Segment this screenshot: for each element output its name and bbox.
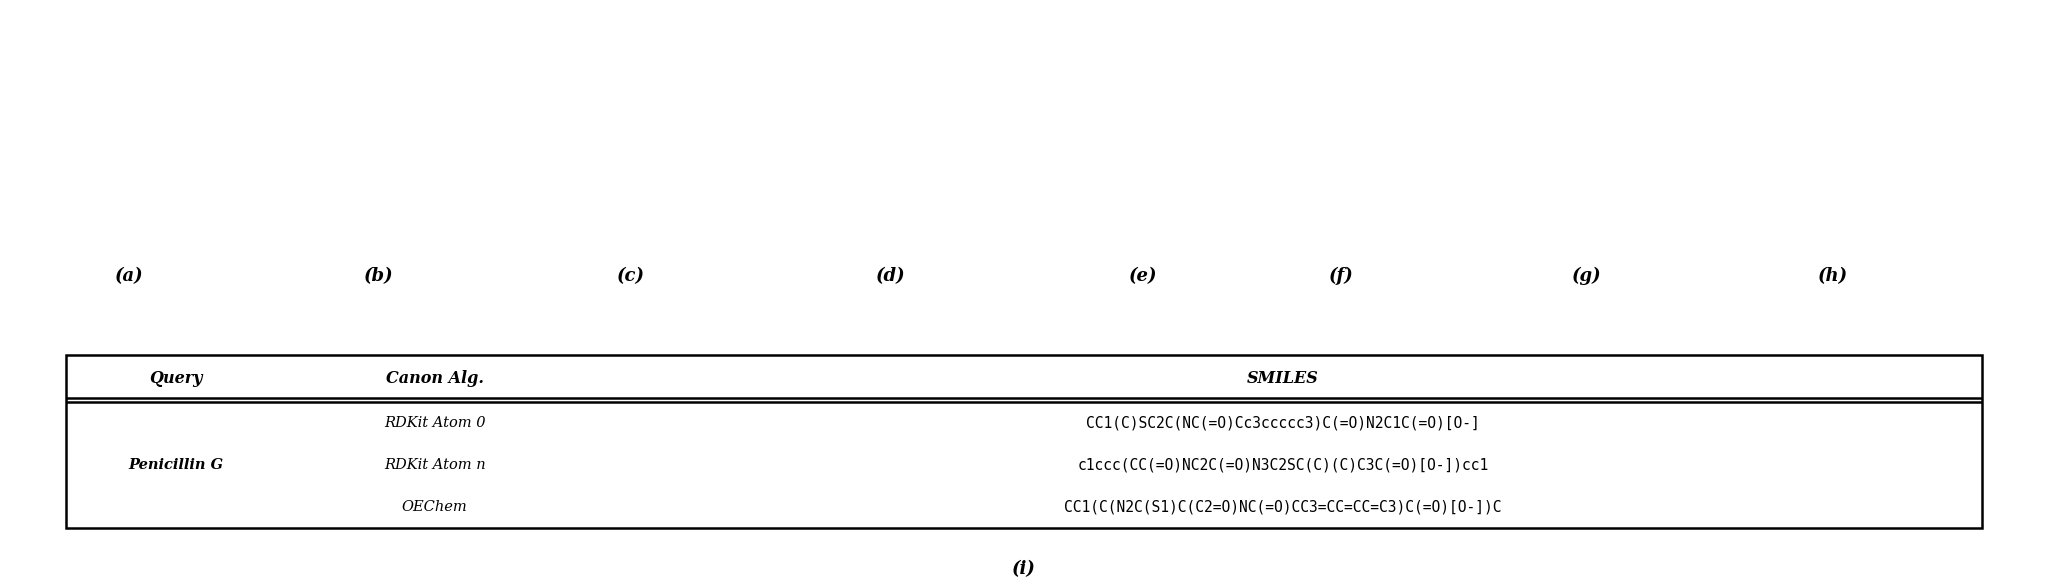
Text: CC1(C)SC2C(NC(=O)Cc3ccccc3)C(=O)N2C1C(=O)[O-]: CC1(C)SC2C(NC(=O)Cc3ccccc3)C(=O)N2C1C(=O… [1085,416,1479,430]
Text: (a): (a) [115,267,143,285]
Text: (i): (i) [1012,561,1036,578]
Text: (h): (h) [1819,267,1847,285]
Text: RDKit Atom n: RDKit Atom n [383,458,485,472]
Text: SMILES: SMILES [1247,370,1319,387]
Text: CC1(C(N2C(S1)C(C2=O)NC(=O)CC3=CC=CC=C3)C(=O)[O-])C: CC1(C(N2C(S1)C(C2=O)NC(=O)CC3=CC=CC=C3)C… [1065,500,1501,515]
Text: (g): (g) [1573,266,1602,285]
Text: Penicillin G: Penicillin G [129,458,223,472]
Text: (b): (b) [365,267,393,285]
Text: (e): (e) [1128,267,1157,285]
Text: (c): (c) [616,267,645,285]
Text: OEChem: OEChem [401,500,467,514]
Text: Query: Query [150,370,203,387]
Text: (d): (d) [877,267,905,285]
Text: RDKit Atom 0: RDKit Atom 0 [383,416,485,430]
Text: c1ccc(CC(=O)NC2C(=O)N3C2SC(C)(C)C3C(=O)[O-])cc1: c1ccc(CC(=O)NC2C(=O)N3C2SC(C)(C)C3C(=O)[… [1077,458,1489,473]
Text: Canon Alg.: Canon Alg. [385,370,483,387]
Text: (f): (f) [1329,266,1354,285]
Bar [66,355,1982,528]
